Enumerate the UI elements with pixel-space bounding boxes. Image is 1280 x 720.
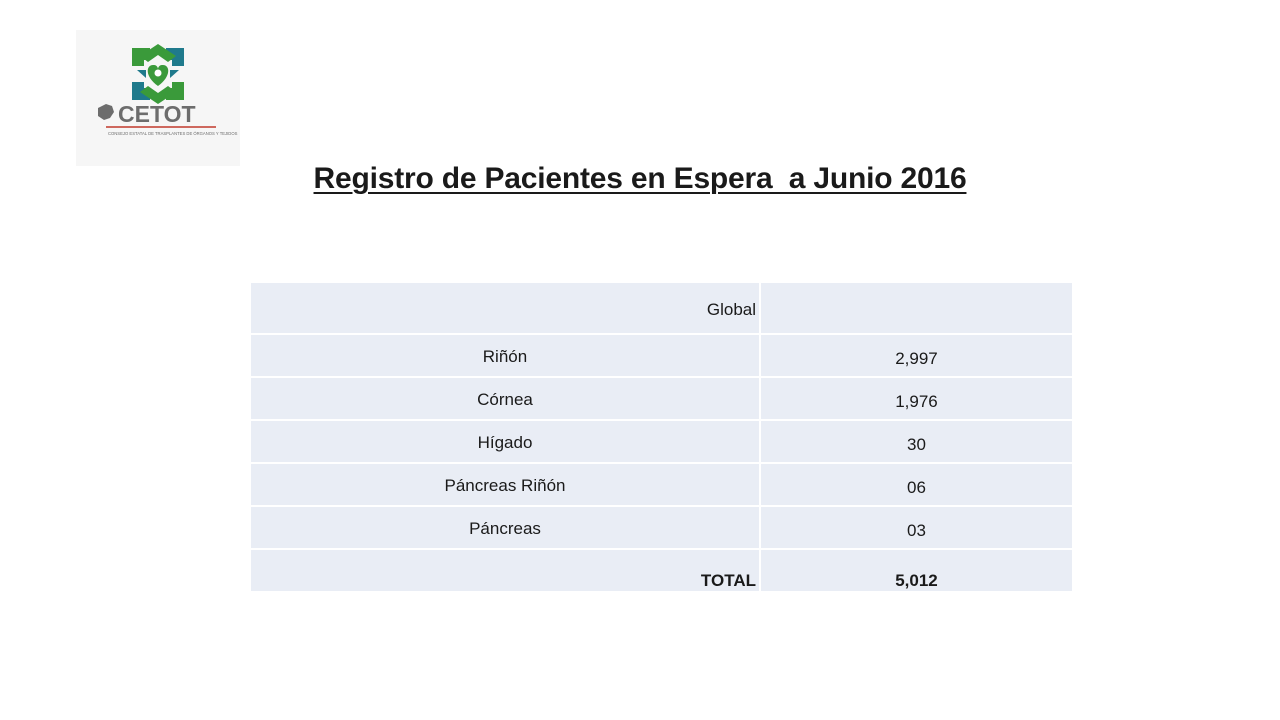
count-cell: 2,997 — [759, 333, 1074, 378]
waitlist-table-container: Global Riñón 2,997 Córnea 1,976 Hígado 3… — [249, 281, 1074, 593]
table-header-row: Global — [249, 281, 1074, 335]
count-cell: 06 — [759, 462, 1074, 507]
organ-cell: Riñón — [249, 333, 761, 378]
organ-cell: Páncreas — [249, 505, 761, 550]
organ-cell: Páncreas Riñón — [249, 462, 761, 507]
table-row: Páncreas 03 — [249, 505, 1074, 550]
organ-cell: Hígado — [249, 419, 761, 464]
header-label-cell: Global — [249, 281, 761, 335]
count-cell: 1,976 — [759, 376, 1074, 421]
header-value-cell — [759, 281, 1074, 335]
total-label-cell: TOTAL — [249, 548, 761, 593]
table-row: Páncreas Riñón 06 — [249, 462, 1074, 507]
table-row: Hígado 30 — [249, 419, 1074, 464]
count-cell: 30 — [759, 419, 1074, 464]
table-row: Córnea 1,976 — [249, 376, 1074, 421]
organ-cell: Córnea — [249, 376, 761, 421]
total-value-cell: 5,012 — [759, 548, 1074, 593]
svg-text:CETOT: CETOT — [118, 101, 196, 127]
page-title: Registro de Pacientes en Espera a Junio … — [313, 162, 967, 195]
cetot-logo: CETOT CONSEJO ESTATAL DE TRASPLANTES DE … — [76, 30, 240, 166]
table-total-row: TOTAL 5,012 — [249, 548, 1074, 593]
table-row: Riñón 2,997 — [249, 333, 1074, 378]
waitlist-table: Global Riñón 2,997 Córnea 1,976 Hígado 3… — [249, 281, 1074, 593]
svg-text:CONSEJO ESTATAL DE TRASPLANTES: CONSEJO ESTATAL DE TRASPLANTES DE ÓRGANO… — [108, 131, 238, 136]
count-cell: 03 — [759, 505, 1074, 550]
cetot-emblem-icon: CETOT CONSEJO ESTATAL DE TRASPLANTES DE … — [98, 44, 238, 136]
